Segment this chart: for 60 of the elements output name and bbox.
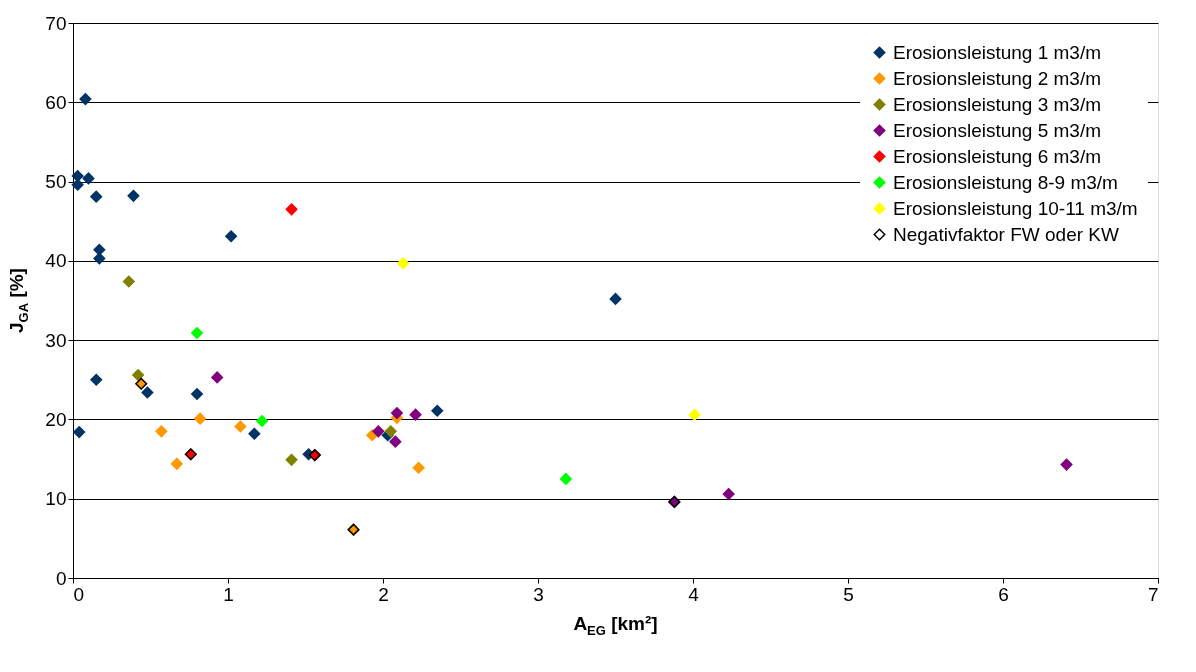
legend-label: Erosionsleistung 8-9 m3/m <box>893 171 1118 193</box>
point <box>127 189 140 202</box>
point <box>122 275 135 288</box>
point <box>389 435 402 448</box>
point <box>194 412 207 425</box>
x-tick-label: 4 <box>688 583 700 605</box>
legend-label: Erosionsleistung 3 m3/m <box>893 93 1102 115</box>
x-tick-label: 2 <box>378 583 389 605</box>
legend-label: Erosionsleistung 2 m3/m <box>893 67 1102 89</box>
point <box>191 388 203 401</box>
legend-label: Erosionsleistung 5 m3/m <box>893 119 1102 141</box>
point <box>93 243 106 256</box>
point <box>73 426 86 439</box>
x-tick-label: 7 <box>1147 583 1159 605</box>
y-tick-label: 0 <box>55 567 67 589</box>
legend-label: Erosionsleistung 10-11 m3/m <box>893 197 1138 219</box>
point <box>155 425 168 438</box>
point <box>412 461 425 474</box>
y-axis-title: JGA [%] <box>6 268 31 333</box>
point <box>390 407 403 420</box>
point <box>170 457 183 470</box>
point <box>372 425 385 438</box>
point <box>285 203 298 216</box>
y-tick-label: 30 <box>45 329 67 351</box>
point <box>225 230 238 243</box>
point <box>285 453 298 466</box>
point <box>90 373 103 386</box>
point <box>722 487 735 500</box>
x-tick-label: 3 <box>533 583 544 605</box>
point <box>141 386 154 399</box>
point <box>132 369 145 382</box>
legend-label: Negativfaktor FW oder KW <box>893 223 1120 245</box>
point <box>559 472 572 485</box>
point <box>79 93 92 106</box>
legend-label: Erosionsleistung 6 m3/m <box>893 145 1102 167</box>
y-tick-label: 50 <box>45 171 67 193</box>
point <box>609 292 622 305</box>
y-tick-label: 60 <box>45 91 67 113</box>
point <box>397 257 410 270</box>
point <box>248 427 261 440</box>
y-tick-label: 70 <box>45 12 67 34</box>
legend-label: Erosionsleistung 1 m3/m <box>893 41 1102 63</box>
point <box>409 408 422 421</box>
point <box>82 172 95 185</box>
point <box>90 190 103 203</box>
point <box>234 420 247 433</box>
point <box>431 404 444 417</box>
point <box>211 371 224 384</box>
point <box>384 425 397 438</box>
x-tick-label: 0 <box>73 583 85 605</box>
point <box>1060 458 1073 471</box>
point <box>688 408 701 421</box>
y-tick-label: 20 <box>45 408 67 430</box>
x-tick-label: 6 <box>998 583 1009 605</box>
y-tick-label: 40 <box>45 250 67 272</box>
x-tick-label: 5 <box>843 583 854 605</box>
x-tick-label: 1 <box>223 583 234 605</box>
y-tick-label: 10 <box>45 488 67 510</box>
point <box>191 327 203 339</box>
point <box>256 415 269 428</box>
